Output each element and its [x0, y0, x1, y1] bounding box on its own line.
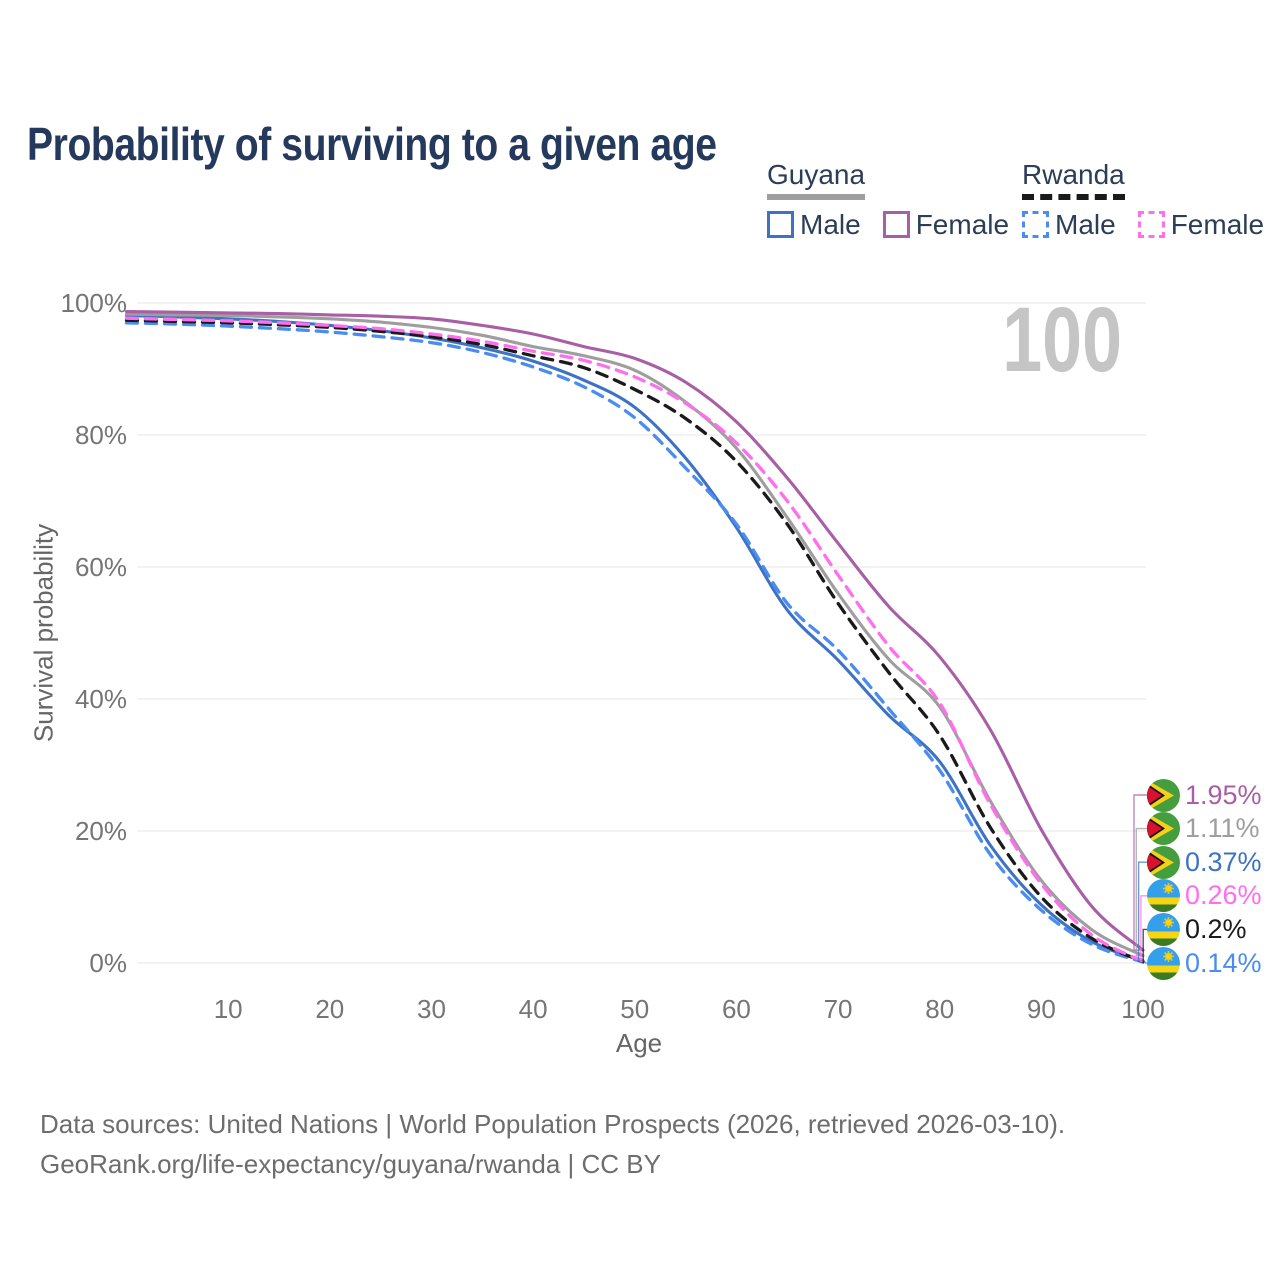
end-label-connector: [1142, 928, 1147, 963]
x-tick-label: 40: [519, 994, 548, 1024]
x-tick-label: 100: [1121, 994, 1164, 1024]
curve-guyana-male: [124, 313, 1145, 963]
legend-items-rwanda: Male Female: [1022, 209, 1264, 241]
legend-item-label: Male: [1055, 208, 1116, 240]
x-tick-label: 30: [417, 994, 446, 1024]
legend-group-rwanda: Rwanda Male Female: [1022, 159, 1264, 241]
age-watermark: 100: [1002, 289, 1122, 391]
legend-group-guyana: Guyana Male Female: [767, 159, 1009, 241]
end-label-connector: [1140, 895, 1147, 962]
x-tick-label: 50: [620, 994, 649, 1024]
legend-country-rwanda[interactable]: Rwanda: [1022, 159, 1125, 200]
curve-rwanda-female: [124, 316, 1145, 963]
legend-item-guyana-female[interactable]: Female: [882, 208, 1010, 241]
rwanda-female-swatch-icon: [1137, 211, 1165, 239]
guyana-male-swatch-icon: [767, 211, 794, 239]
footer-attribution-line: GeoRank.org/life-expectancy/guyana/rwand…: [40, 1149, 661, 1179]
guyana-female-swatch-icon: [882, 211, 910, 239]
curve-rwanda-male: [124, 321, 1145, 964]
y-tick-label: 80%: [75, 420, 127, 450]
curve-guyana-female: [124, 310, 1145, 952]
y-tick-label: 0%: [89, 948, 127, 978]
legend-item-label: Female: [1170, 208, 1265, 240]
legend-item-guyana-male[interactable]: Male: [767, 209, 861, 241]
rwanda-male-swatch-icon: [1022, 211, 1049, 239]
x-tick-label: 80: [925, 994, 954, 1024]
y-tick-label: 100%: [61, 288, 128, 318]
x-tick-label: 10: [214, 994, 243, 1024]
footer: Data sources: United Nations | World Pop…: [40, 1104, 1065, 1184]
x-axis-label: Age: [615, 1028, 663, 1058]
x-tick-label: 90: [1027, 994, 1056, 1024]
y-tick-label: 60%: [75, 552, 127, 582]
legend-item-label: Female: [915, 208, 1010, 240]
page-title: Probability of surviving to a given age: [27, 117, 717, 170]
y-tick-label: 40%: [75, 684, 127, 714]
y-tick-label: 20%: [75, 816, 127, 846]
legend-item-rwanda-female[interactable]: Female: [1137, 208, 1265, 241]
legend-country-guyana[interactable]: Guyana: [767, 159, 866, 200]
end-label-connector: [1144, 961, 1147, 964]
curve-guyana-both: [124, 312, 1145, 958]
legend-item-rwanda-male[interactable]: Male: [1022, 209, 1116, 241]
curve-rwanda-both: [124, 318, 1145, 964]
footer-source-line: Data sources: United Nations | World Pop…: [40, 1109, 1066, 1139]
legend-item-label: Male: [800, 208, 861, 240]
x-tick-label: 20: [315, 994, 344, 1024]
x-tick-label: 60: [722, 994, 751, 1024]
end-label-connector: [1135, 827, 1147, 957]
x-tick-label: 70: [824, 994, 853, 1024]
legend-items-guyana: Male Female: [767, 209, 1009, 241]
